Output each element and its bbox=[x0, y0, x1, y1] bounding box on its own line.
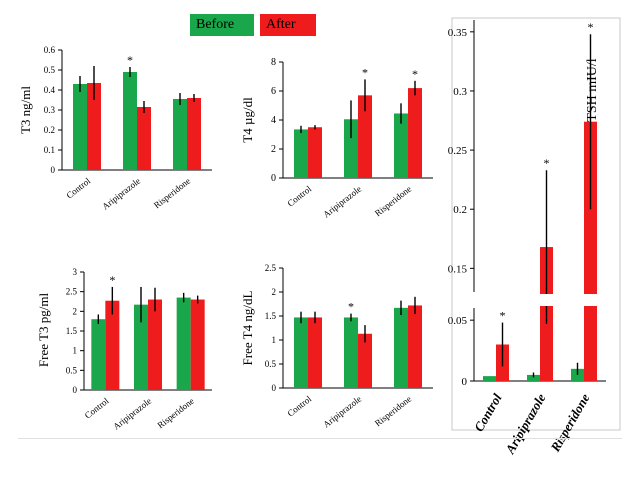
bar-after bbox=[187, 98, 201, 170]
category-label: Aripiprazole bbox=[321, 394, 363, 430]
y-tick-label: 0 bbox=[462, 376, 468, 388]
category-label: Aripiprazole bbox=[321, 184, 363, 220]
y-tick-label: 0.15 bbox=[448, 263, 468, 275]
bar-after bbox=[190, 299, 205, 390]
y-tick-label: 0.3 bbox=[453, 86, 467, 98]
significance-star: * bbox=[412, 67, 418, 81]
bar-before bbox=[527, 374, 540, 381]
y-tick-label: 2 bbox=[271, 144, 276, 155]
y-tick-label: 6 bbox=[271, 86, 276, 97]
significance-star: * bbox=[127, 53, 133, 67]
legend-before: Before bbox=[190, 14, 254, 36]
significance-star: * bbox=[348, 300, 354, 314]
bar-before bbox=[173, 99, 187, 170]
y-tick-label: 0.35 bbox=[448, 27, 468, 39]
bar-after bbox=[148, 299, 162, 390]
bar-before bbox=[123, 72, 137, 170]
chart-t3: 0 0.1 0.2 0.3 0.4 0.5 0.6 T3 ng/ml Control Aripip… bbox=[18, 45, 212, 212]
bottom-divider bbox=[18, 438, 622, 439]
y-tick-label: 0.6 bbox=[44, 45, 56, 55]
y-tick-label: 2.5 bbox=[66, 287, 78, 297]
bar-before bbox=[394, 307, 408, 388]
y-axis-label: T3 ng/ml bbox=[18, 86, 33, 134]
y-tick-label: 2.5 bbox=[265, 263, 277, 273]
bar-before bbox=[344, 317, 358, 388]
y-tick-label: 0.4 bbox=[44, 85, 56, 95]
significance-star: * bbox=[588, 20, 594, 34]
bar-before bbox=[134, 304, 148, 390]
bar-before bbox=[483, 376, 496, 381]
tsh-frame bbox=[451, 17, 621, 431]
bar-after bbox=[358, 333, 372, 388]
y-tick-label: 0.1 bbox=[44, 145, 55, 155]
y-axis-label: TSH mIU/l bbox=[585, 58, 600, 122]
bar-after bbox=[105, 300, 120, 390]
bar-before bbox=[394, 113, 408, 178]
y-tick-label: 3 bbox=[73, 267, 78, 277]
y-tick-label: 0 bbox=[51, 165, 56, 175]
y-tick-label: 1 bbox=[73, 346, 78, 356]
bar-after bbox=[358, 95, 372, 178]
bar-after bbox=[87, 83, 101, 170]
bar-before bbox=[294, 129, 308, 178]
y-tick-label: 0.25 bbox=[448, 145, 468, 157]
chart-ft4: 0 0.5 1 1.5 2 2.5 Free T4 ng/dL Control Aripipra… bbox=[240, 263, 433, 430]
y-tick-label: 0.5 bbox=[66, 365, 78, 375]
y-tick-label: 0.5 bbox=[44, 65, 56, 75]
y-tick-label: 8 bbox=[271, 57, 276, 68]
chart-ft3: 0 0.5 1 1.5 2 2.5 3 Free T3 pg/ml Control Aripipr… bbox=[36, 267, 212, 432]
bar-before bbox=[73, 84, 87, 170]
bar-before bbox=[571, 368, 584, 381]
category-label: Aripiprazole bbox=[502, 391, 549, 457]
y-axis-label: T4 µg/dl bbox=[240, 97, 255, 143]
y-tick-label: 0 bbox=[73, 385, 78, 395]
category-label: Control bbox=[64, 175, 92, 200]
bar-after bbox=[308, 127, 322, 178]
significance-star: * bbox=[362, 65, 368, 79]
category-label: Risperidone bbox=[373, 184, 413, 219]
bar-before bbox=[91, 319, 106, 390]
y-tick-label: 1 bbox=[272, 335, 277, 345]
category-label: Control bbox=[285, 393, 313, 418]
bar-after bbox=[584, 121, 597, 381]
category-label: Aripiprazole bbox=[100, 176, 142, 212]
y-tick-label: 4 bbox=[271, 115, 276, 126]
y-tick-label: 0.5 bbox=[265, 359, 277, 369]
y-tick-label: 1.5 bbox=[265, 311, 277, 321]
category-label: Risperidone bbox=[373, 394, 413, 429]
y-tick-label: 2 bbox=[272, 287, 277, 297]
bar-after bbox=[408, 88, 422, 178]
y-tick-label: 0 bbox=[271, 173, 276, 184]
category-label: Risperidone bbox=[547, 391, 593, 455]
axis-break bbox=[468, 294, 608, 306]
y-axis-label: Free T4 ng/dL bbox=[240, 291, 255, 366]
category-label: Control bbox=[471, 391, 505, 435]
chart-t4: 0 2 4 6 8 T4 µg/dl Control Aripiprazole Risperid… bbox=[240, 57, 433, 220]
y-tick-label: 0.2 bbox=[453, 204, 467, 216]
category-label: Control bbox=[83, 395, 111, 420]
y-tick-label: 0 bbox=[272, 383, 277, 393]
y-tick-label: 0.2 bbox=[44, 125, 55, 135]
bar-after bbox=[137, 107, 151, 170]
category-label: Risperidone bbox=[152, 176, 192, 211]
bar-before bbox=[344, 119, 358, 178]
bar-after bbox=[308, 317, 322, 388]
chart-tsh: 0.15 0.2 0.25 0.3 0.35 0 0.05 TSH mIU/l ControlA… bbox=[448, 17, 621, 457]
bar-before bbox=[176, 297, 191, 390]
category-label: Aripiprazole bbox=[111, 396, 153, 432]
significance-star: * bbox=[544, 156, 550, 170]
y-axis-label: Free T3 pg/ml bbox=[36, 293, 51, 368]
y-tick-label: 0.05 bbox=[448, 315, 468, 327]
y-tick-label: 2 bbox=[73, 306, 78, 316]
significance-star: * bbox=[109, 273, 115, 287]
y-tick-label: 0.3 bbox=[44, 105, 56, 115]
legend-after: After bbox=[260, 14, 316, 36]
bar-after bbox=[408, 305, 422, 388]
bar-before bbox=[294, 317, 308, 388]
category-label: Risperidone bbox=[155, 396, 195, 431]
category-label: Control bbox=[285, 183, 313, 208]
significance-star: * bbox=[500, 309, 506, 323]
y-tick-label: 1.5 bbox=[66, 326, 78, 336]
